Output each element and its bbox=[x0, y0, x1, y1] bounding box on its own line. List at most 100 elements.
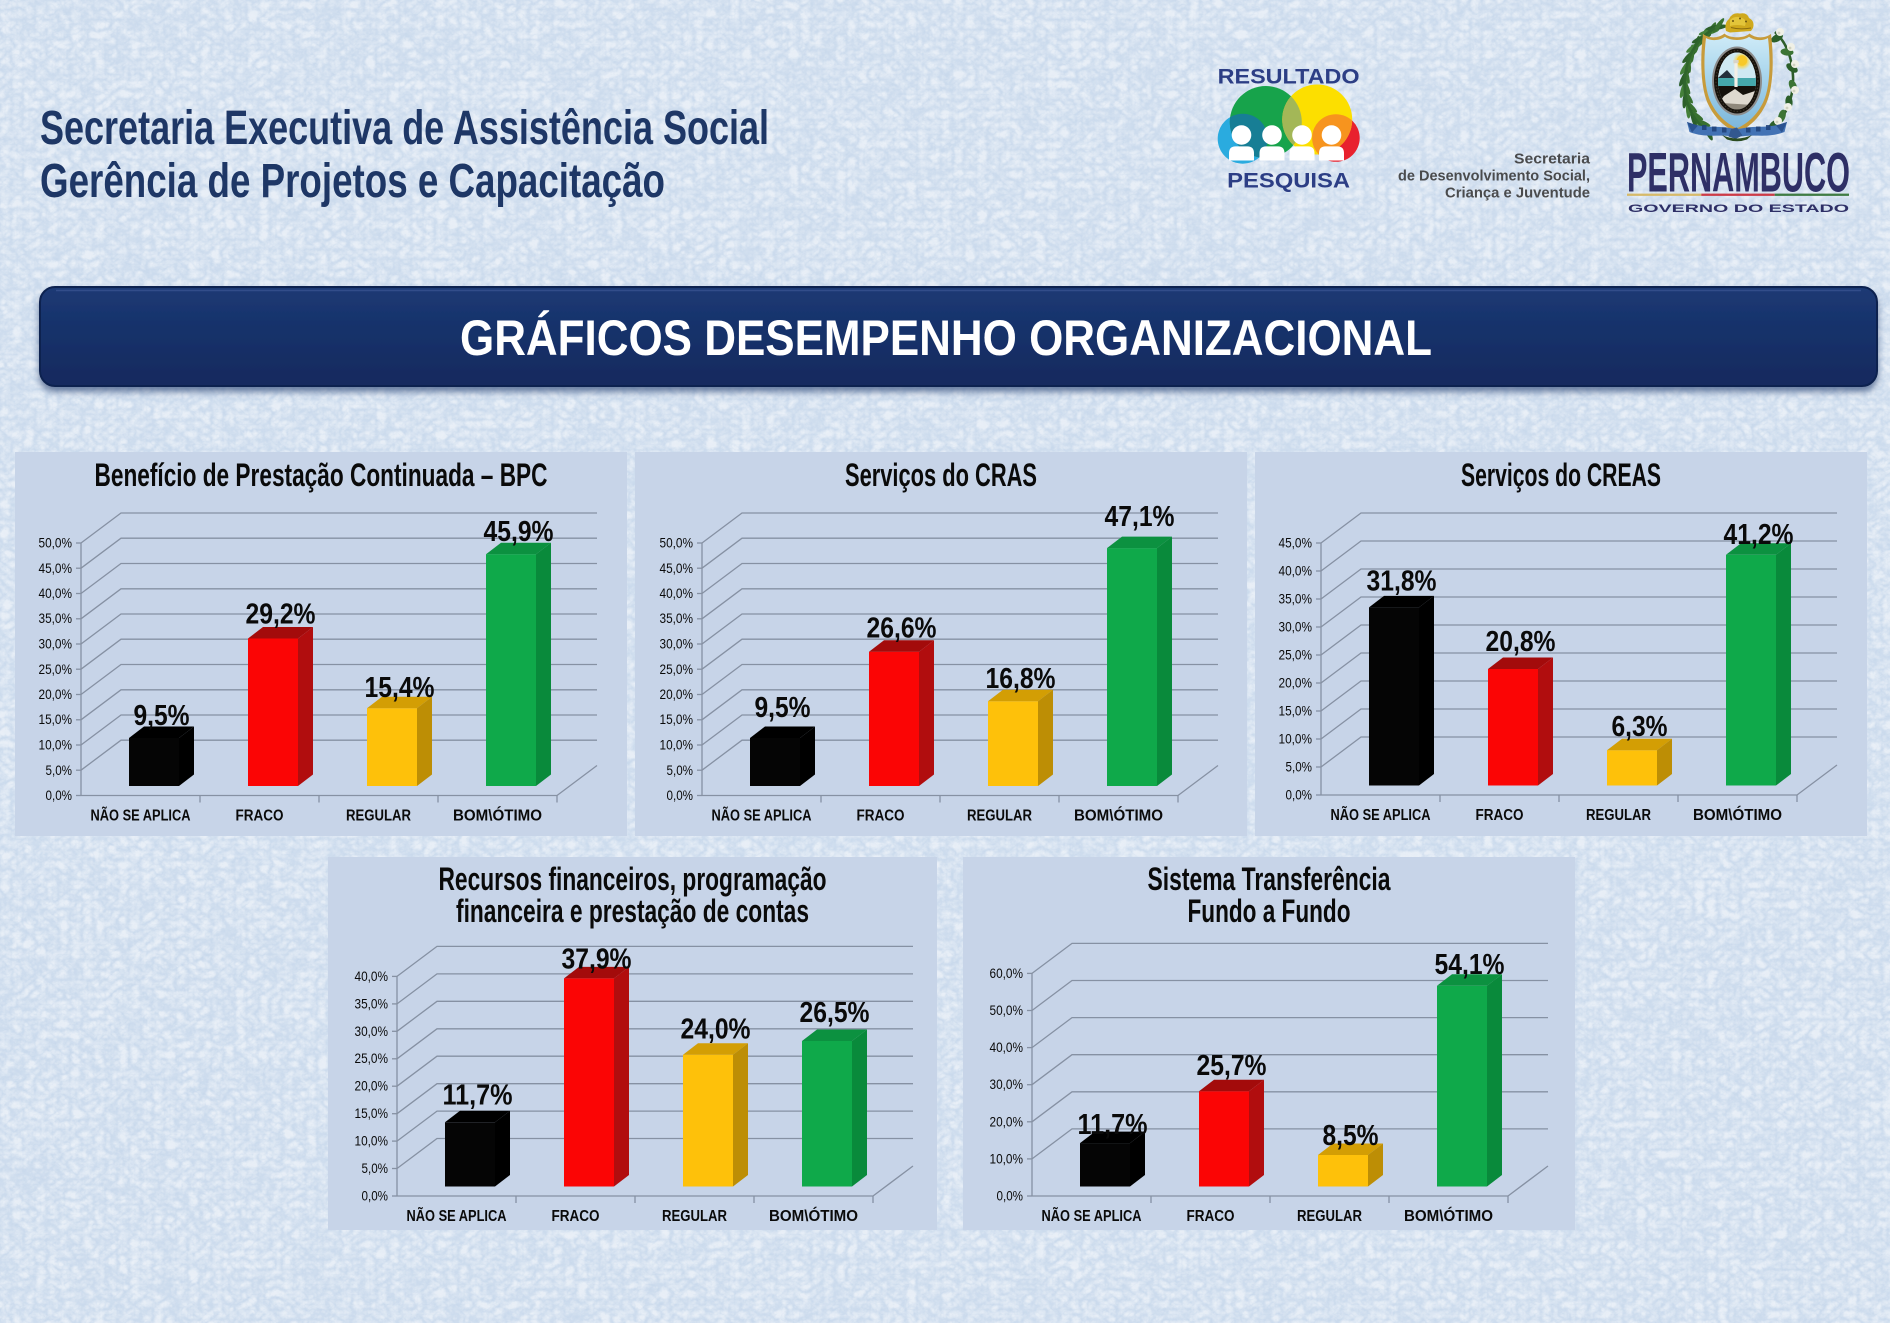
svg-text:31,8%: 31,8% bbox=[1367, 565, 1437, 597]
svg-text:30,0%: 30,0% bbox=[660, 637, 694, 652]
svg-text:BOM\ÓTIMO: BOM\ÓTIMO bbox=[769, 1206, 858, 1225]
svg-text:FRACO: FRACO bbox=[552, 1208, 600, 1225]
svg-text:20,0%: 20,0% bbox=[1279, 676, 1313, 691]
svg-text:8,5%: 8,5% bbox=[1323, 1120, 1379, 1152]
svg-text:de Desenvolvimento Social,: de Desenvolvimento Social, bbox=[1398, 169, 1590, 185]
svg-text:20,0%: 20,0% bbox=[990, 1114, 1024, 1129]
svg-text:10,0%: 10,0% bbox=[660, 738, 694, 753]
svg-text:30,0%: 30,0% bbox=[355, 1024, 389, 1039]
svg-text:11,7%: 11,7% bbox=[1078, 1109, 1148, 1141]
svg-text:5,0%: 5,0% bbox=[1286, 760, 1313, 775]
svg-text:41,2%: 41,2% bbox=[1724, 519, 1794, 551]
svg-text:NÃO SE APLICA: NÃO SE APLICA bbox=[1042, 1205, 1142, 1225]
svg-text:PERNAMBUCO: PERNAMBUCO bbox=[1627, 141, 1850, 204]
svg-text:25,0%: 25,0% bbox=[355, 1051, 389, 1066]
svg-text:25,0%: 25,0% bbox=[1279, 648, 1313, 663]
svg-text:35,0%: 35,0% bbox=[1279, 592, 1313, 607]
svg-text:47,1%: 47,1% bbox=[1105, 501, 1175, 533]
svg-text:54,1%: 54,1% bbox=[1435, 949, 1505, 981]
svg-text:BOM\ÓTIMO: BOM\ÓTIMO bbox=[1693, 805, 1782, 824]
svg-text:REGULAR: REGULAR bbox=[662, 1208, 727, 1225]
svg-text:REGULAR: REGULAR bbox=[967, 808, 1032, 825]
svg-text:PESQUISA: PESQUISA bbox=[1227, 170, 1350, 193]
svg-text:29,2%: 29,2% bbox=[246, 599, 316, 631]
svg-text:Secretaria Executiva de Assist: Secretaria Executiva de Assistência Soci… bbox=[40, 102, 769, 155]
svg-text:50,0%: 50,0% bbox=[39, 536, 73, 551]
svg-text:RESULTADO: RESULTADO bbox=[1218, 66, 1360, 89]
svg-text:5,0%: 5,0% bbox=[667, 763, 694, 778]
svg-text:Gerência de Projetos e Capacit: Gerência de Projetos e Capacitação bbox=[40, 155, 665, 208]
svg-text:20,0%: 20,0% bbox=[660, 687, 694, 702]
svg-text:15,0%: 15,0% bbox=[1279, 704, 1313, 719]
svg-text:9,5%: 9,5% bbox=[755, 692, 811, 724]
svg-text:REGULAR: REGULAR bbox=[346, 808, 411, 825]
svg-text:10,0%: 10,0% bbox=[39, 738, 73, 753]
svg-text:35,0%: 35,0% bbox=[39, 611, 73, 626]
svg-text:Benefício de Prestação Continu: Benefício de Prestação Continuada – BPC bbox=[95, 457, 548, 493]
svg-text:15,0%: 15,0% bbox=[355, 1106, 389, 1121]
svg-text:GRÁFICOS DESEMPENHO ORGANIZACI: GRÁFICOS DESEMPENHO ORGANIZACIONAL bbox=[460, 310, 1432, 366]
svg-text:0,0%: 0,0% bbox=[46, 788, 73, 803]
svg-text:25,0%: 25,0% bbox=[39, 662, 73, 677]
svg-text:35,0%: 35,0% bbox=[660, 611, 694, 626]
svg-text:45,9%: 45,9% bbox=[484, 516, 554, 548]
svg-text:REGULAR: REGULAR bbox=[1586, 807, 1651, 824]
svg-text:30,0%: 30,0% bbox=[990, 1077, 1024, 1092]
svg-text:Criança e Juventude: Criança e Juventude bbox=[1445, 186, 1590, 202]
svg-text:FRACO: FRACO bbox=[236, 808, 284, 825]
svg-text:37,9%: 37,9% bbox=[562, 943, 632, 975]
svg-text:REGULAR: REGULAR bbox=[1297, 1208, 1362, 1225]
svg-text:10,0%: 10,0% bbox=[355, 1134, 389, 1149]
svg-text:24,0%: 24,0% bbox=[681, 1014, 751, 1046]
svg-text:30,0%: 30,0% bbox=[39, 637, 73, 652]
svg-text:35,0%: 35,0% bbox=[355, 996, 389, 1011]
svg-text:NÃO SE APLICA: NÃO SE APLICA bbox=[407, 1205, 507, 1225]
svg-text:26,6%: 26,6% bbox=[867, 613, 937, 645]
svg-text:Fundo a Fundo: Fundo a Fundo bbox=[1188, 893, 1351, 929]
svg-text:50,0%: 50,0% bbox=[990, 1003, 1024, 1018]
svg-text:40,0%: 40,0% bbox=[660, 586, 694, 601]
svg-text:30,0%: 30,0% bbox=[1279, 620, 1313, 635]
svg-text:15,0%: 15,0% bbox=[660, 712, 694, 727]
svg-text:11,7%: 11,7% bbox=[443, 1079, 513, 1111]
svg-text:25,0%: 25,0% bbox=[660, 662, 694, 677]
svg-text:20,0%: 20,0% bbox=[355, 1079, 389, 1094]
svg-text:40,0%: 40,0% bbox=[990, 1040, 1024, 1055]
svg-text:45,0%: 45,0% bbox=[1279, 536, 1313, 551]
svg-text:0,0%: 0,0% bbox=[997, 1189, 1024, 1204]
svg-text:Sistema Transferência: Sistema Transferência bbox=[1148, 861, 1391, 897]
svg-text:6,3%: 6,3% bbox=[1612, 711, 1668, 743]
svg-text:40,0%: 40,0% bbox=[1279, 564, 1313, 579]
svg-text:5,0%: 5,0% bbox=[46, 763, 73, 778]
svg-text:15,0%: 15,0% bbox=[39, 712, 73, 727]
svg-text:40,0%: 40,0% bbox=[355, 969, 389, 984]
svg-text:BOM\ÓTIMO: BOM\ÓTIMO bbox=[453, 806, 542, 825]
svg-text:50,0%: 50,0% bbox=[660, 536, 694, 551]
svg-text:60,0%: 60,0% bbox=[990, 966, 1024, 981]
svg-text:Recursos financeiros, programa: Recursos financeiros, programação bbox=[439, 861, 827, 897]
svg-text:Secretaria: Secretaria bbox=[1514, 152, 1591, 168]
svg-text:45,0%: 45,0% bbox=[660, 561, 694, 576]
svg-text:10,0%: 10,0% bbox=[990, 1151, 1024, 1166]
svg-text:0,0%: 0,0% bbox=[362, 1189, 389, 1204]
svg-text:0,0%: 0,0% bbox=[1286, 788, 1313, 803]
svg-text:BOM\ÓTIMO: BOM\ÓTIMO bbox=[1404, 1206, 1493, 1225]
svg-text:BOM\ÓTIMO: BOM\ÓTIMO bbox=[1074, 806, 1163, 825]
svg-text:26,5%: 26,5% bbox=[800, 997, 870, 1029]
svg-text:NÃO SE APLICA: NÃO SE APLICA bbox=[91, 805, 191, 825]
svg-text:25,7%: 25,7% bbox=[1197, 1050, 1267, 1082]
svg-text:45,0%: 45,0% bbox=[39, 561, 73, 576]
svg-text:Serviços do CREAS: Serviços do CREAS bbox=[1461, 457, 1661, 493]
svg-text:5,0%: 5,0% bbox=[362, 1161, 389, 1176]
svg-text:FRACO: FRACO bbox=[1476, 807, 1524, 824]
svg-text:20,0%: 20,0% bbox=[39, 687, 73, 702]
svg-text:40,0%: 40,0% bbox=[39, 586, 73, 601]
svg-text:financeira e prestação de cont: financeira e prestação de contas bbox=[456, 893, 809, 929]
svg-text:FRACO: FRACO bbox=[857, 808, 905, 825]
svg-text:9,5%: 9,5% bbox=[134, 700, 190, 732]
svg-text:15,4%: 15,4% bbox=[365, 672, 435, 704]
svg-text:GOVERNO DO ESTADO: GOVERNO DO ESTADO bbox=[1628, 203, 1850, 215]
svg-text:10,0%: 10,0% bbox=[1279, 732, 1313, 747]
svg-text:NÃO SE APLICA: NÃO SE APLICA bbox=[712, 805, 812, 825]
svg-text:FRACO: FRACO bbox=[1187, 1208, 1235, 1225]
